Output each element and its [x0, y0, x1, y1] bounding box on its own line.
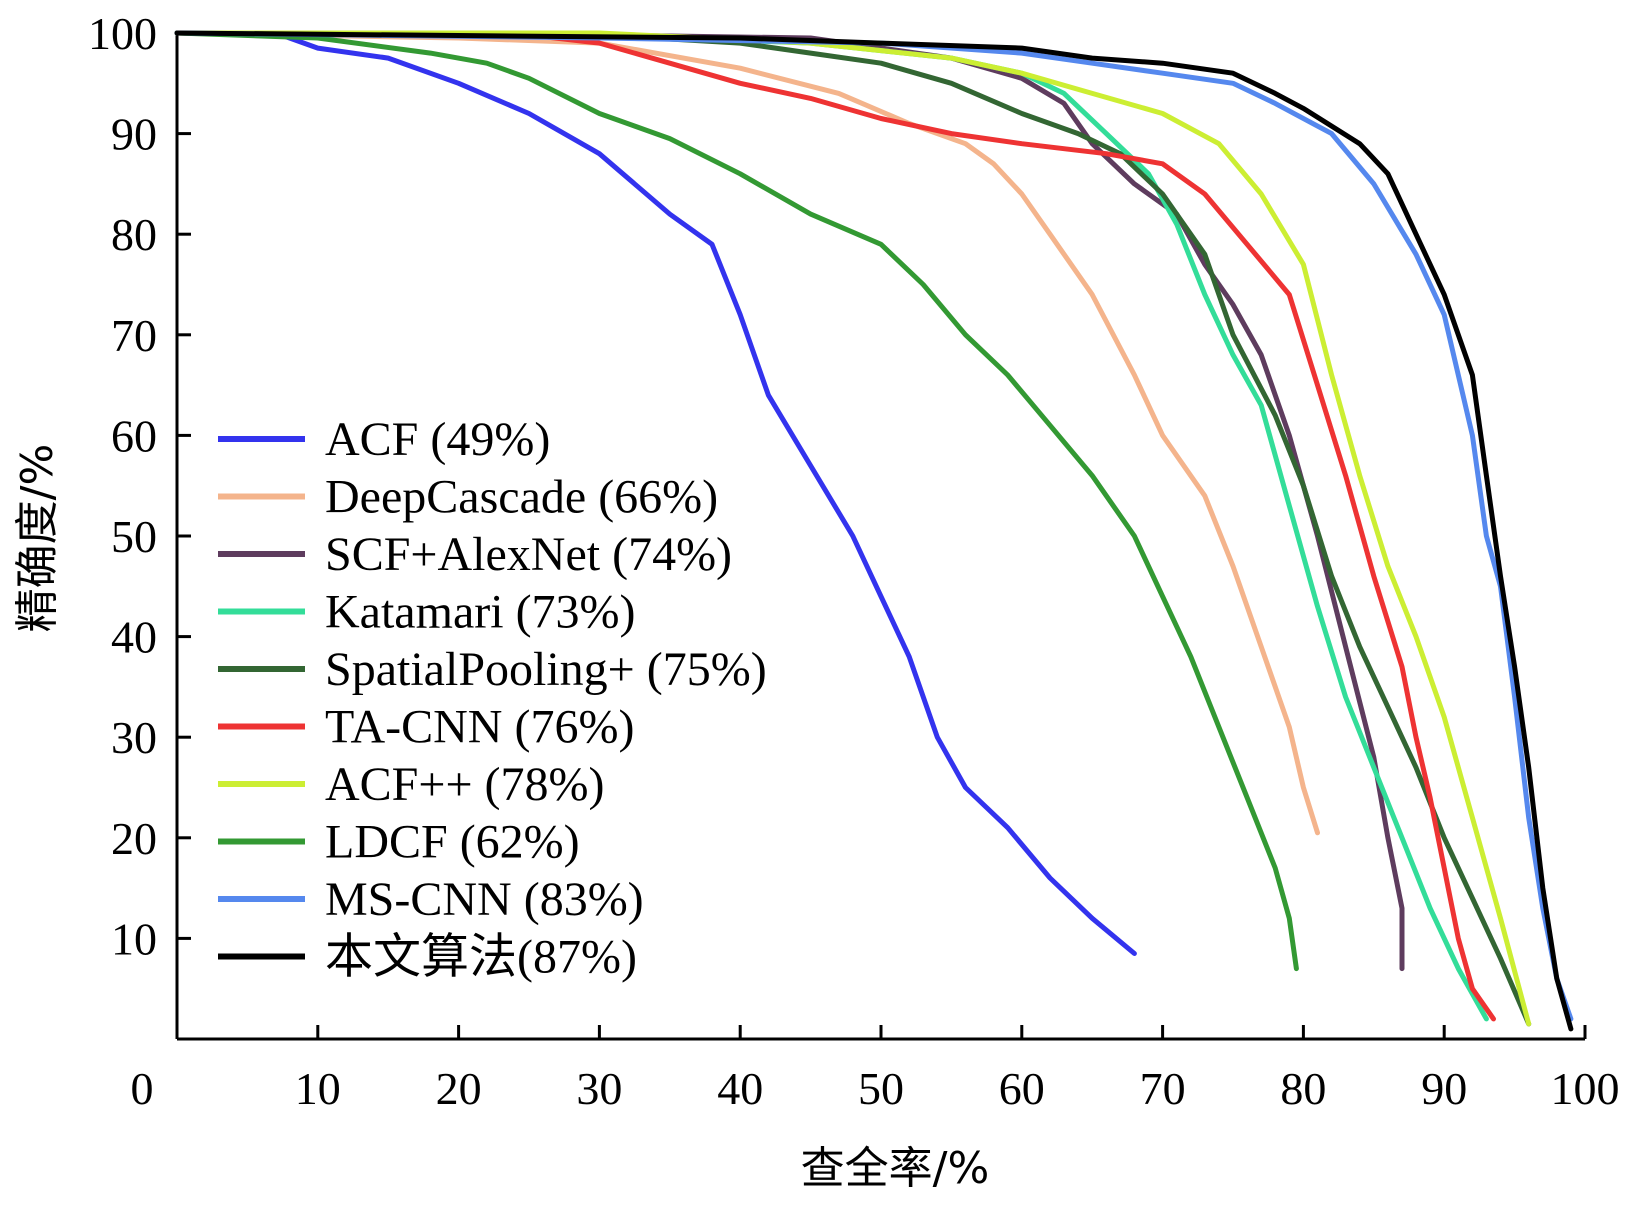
x-tick-label: 80	[1280, 1063, 1326, 1114]
x-tick-label: 40	[717, 1063, 763, 1114]
legend-label-6: ACF++ (78%)	[325, 758, 604, 811]
series-line-6	[174, 30, 1532, 1027]
x-tick-label: 70	[1140, 1063, 1186, 1114]
series-line-5	[174, 30, 1496, 1022]
y-tick-label: 70	[111, 310, 157, 361]
y-tick-label: 60	[111, 410, 157, 461]
legend-label-0: ACF (49%)	[325, 413, 550, 466]
x-tick-label: 60	[999, 1063, 1045, 1114]
legend-label-3: Katamari (73%)	[325, 586, 636, 639]
y-tick-label: 90	[111, 109, 157, 160]
legend-label-4: SpatialPooling+ (75%)	[325, 643, 767, 696]
y-tick-label: 30	[111, 712, 157, 763]
x-tick-label: 10	[295, 1063, 341, 1114]
y-axis-title: 精确度/%	[12, 444, 63, 633]
y-tick-label: 40	[111, 612, 157, 663]
axes: 0 10 20 30 40 50 60 70 80 90 100 10 20 30 40 50 60 70 80 90…	[88, 8, 1620, 1114]
x-tick-label: 30	[576, 1063, 622, 1114]
series-line-7	[174, 30, 1299, 972]
series-line-1	[174, 30, 1320, 836]
legend-label-8: MS-CNN (83%)	[325, 873, 644, 926]
y-tick-label: 100	[88, 8, 157, 59]
legend-label-5: TA-CNN (76%)	[325, 701, 634, 754]
series-line-0	[174, 30, 1137, 956]
series-line-3	[174, 30, 1489, 1022]
y-tick-label: 10	[111, 913, 157, 964]
legend: ACF (49%)DeepCascade (66%)SCF+AlexNet (7…	[218, 413, 767, 984]
y-tick-label: 50	[111, 511, 157, 562]
legend-label-1: DeepCascade (66%)	[325, 471, 718, 524]
series-line-8	[174, 30, 1574, 1022]
y-tick-label: 20	[111, 813, 157, 864]
x-tick-label: 90	[1421, 1063, 1467, 1114]
legend-label-7: LDCF (62%)	[325, 816, 580, 869]
legend-label-2: SCF+AlexNet (74%)	[325, 528, 732, 581]
x-tick-label: 100	[1551, 1063, 1620, 1114]
x-axis-title: 查全率/%	[801, 1143, 990, 1194]
y-tick-label: 80	[111, 209, 157, 260]
x-tick-label: 50	[858, 1063, 904, 1114]
x-tick-label: 20	[436, 1063, 482, 1114]
x-tick-label: 0	[131, 1063, 154, 1114]
legend-label-9: 本文算法(87%)	[325, 931, 637, 984]
series-line-9	[174, 30, 1574, 1032]
series-lines	[174, 30, 1574, 1032]
